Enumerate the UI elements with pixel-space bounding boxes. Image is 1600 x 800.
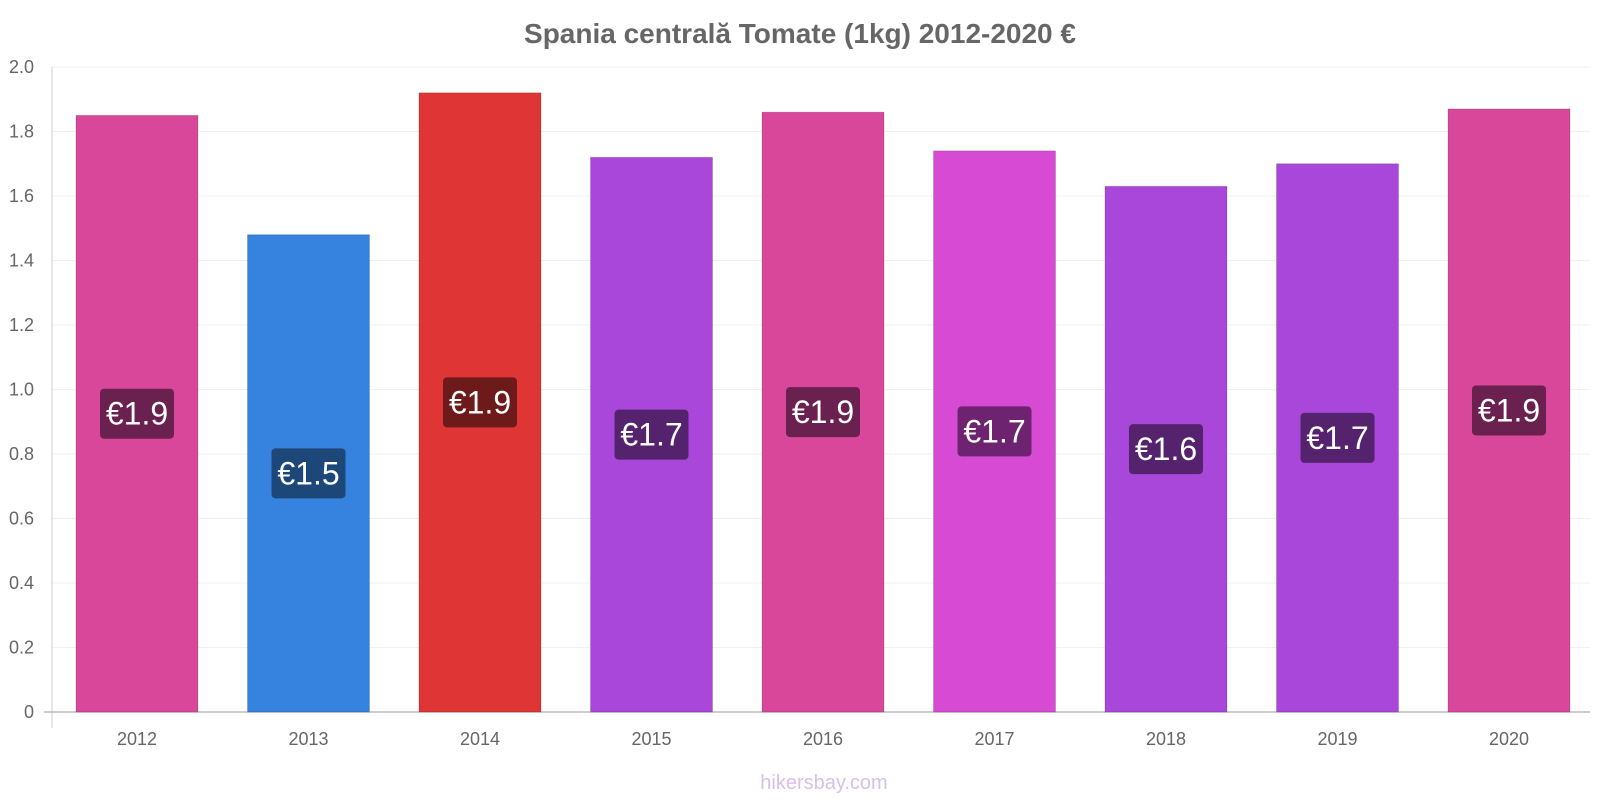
x-tick-label: 2017 [974,729,1014,749]
y-tick-label: 0 [24,702,34,722]
x-tick-label: 2016 [803,729,843,749]
value-label-box [957,406,1032,457]
value-label: €1.9 [449,384,511,420]
y-tick-label: 0.2 [9,638,34,658]
credit-text: hikersbay.com [760,772,887,794]
value-label-box [1129,424,1203,475]
y-tick-label: 0.6 [9,509,34,529]
value-label: €1.7 [620,417,682,453]
value-label-box [271,448,346,499]
value-label-box [1300,412,1375,463]
y-tick-label: 0.8 [9,444,34,464]
x-tick-label: 2015 [631,729,671,749]
value-label-box [1472,385,1546,436]
value-label: €1.5 [277,455,339,491]
x-tick-label: 2013 [288,729,328,749]
value-label: €1.7 [1306,420,1368,456]
y-tick-label: 1.2 [9,315,34,335]
y-tick-label: 1.4 [9,251,34,271]
value-labels: €1.9 €1.5 €1.9 €1.7 €1.9 €1.7 €1.6 €1.7 €1.9 [100,377,1546,499]
y-tick-label: 1.6 [9,186,34,206]
x-axis: 2012 2013 2014 2015 2016 2017 2018 2019 2020 [117,729,1529,749]
value-label-box [614,409,689,460]
y-tick-label: 1.0 [9,380,34,400]
value-label: €1.6 [1135,431,1197,467]
value-label-box [443,377,517,428]
y-tick-label: 2.0 [9,57,34,77]
x-tick-label: 2019 [1317,729,1357,749]
chart-title: Spania centrală Tomate (1kg) 2012-2020 € [524,18,1076,49]
x-tick-label: 2018 [1146,729,1186,749]
value-label: €1.9 [106,396,168,432]
value-label-box [100,388,174,439]
value-label: €1.9 [1478,392,1540,428]
value-label-box [786,387,860,438]
x-tick-label: 2020 [1489,729,1529,749]
x-tick-label: 2012 [117,729,157,749]
x-tick-label: 2014 [460,729,500,749]
y-tick-label: 0.4 [9,573,34,593]
value-label: €1.9 [792,394,854,430]
value-label: €1.7 [963,413,1025,449]
y-tick-label: 1.8 [9,122,34,142]
